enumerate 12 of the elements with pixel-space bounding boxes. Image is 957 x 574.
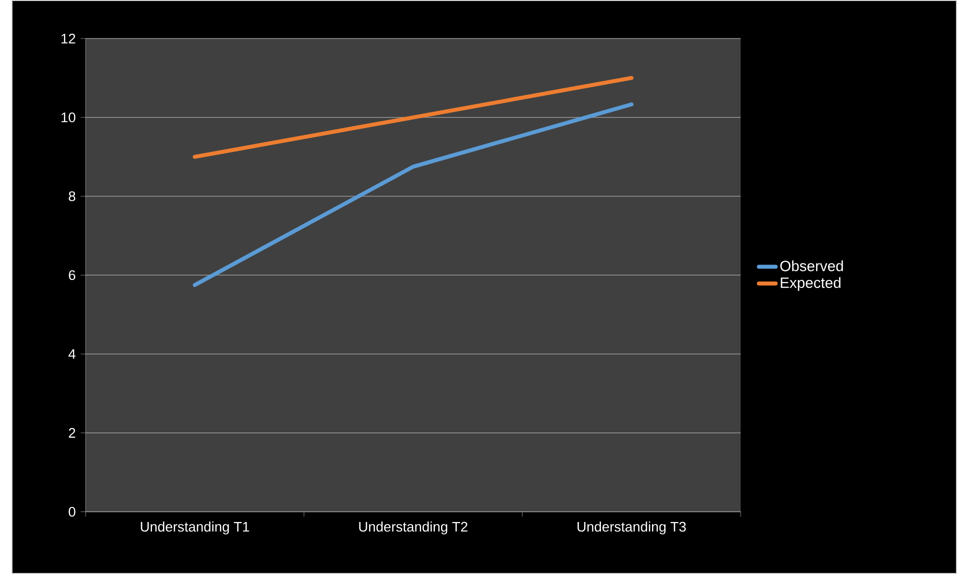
y-tick-label: 2 (68, 428, 76, 438)
y-tick-label: 8 (68, 191, 76, 202)
legend-label: Observed (780, 260, 843, 272)
y-tick-label: 6 (68, 270, 76, 280)
x-tick-label: Understanding T1 (140, 522, 250, 534)
y-tick-label: 12 (62, 34, 76, 44)
legend-label: Expected (780, 277, 840, 291)
x-tick-label: Understanding T3 (578, 522, 686, 534)
y-tick-label: 0 (68, 506, 76, 517)
y-tick-label: 10 (62, 112, 76, 122)
x-tick-label: Understanding T2 (359, 522, 468, 534)
y-tick-label: 4 (68, 349, 76, 359)
